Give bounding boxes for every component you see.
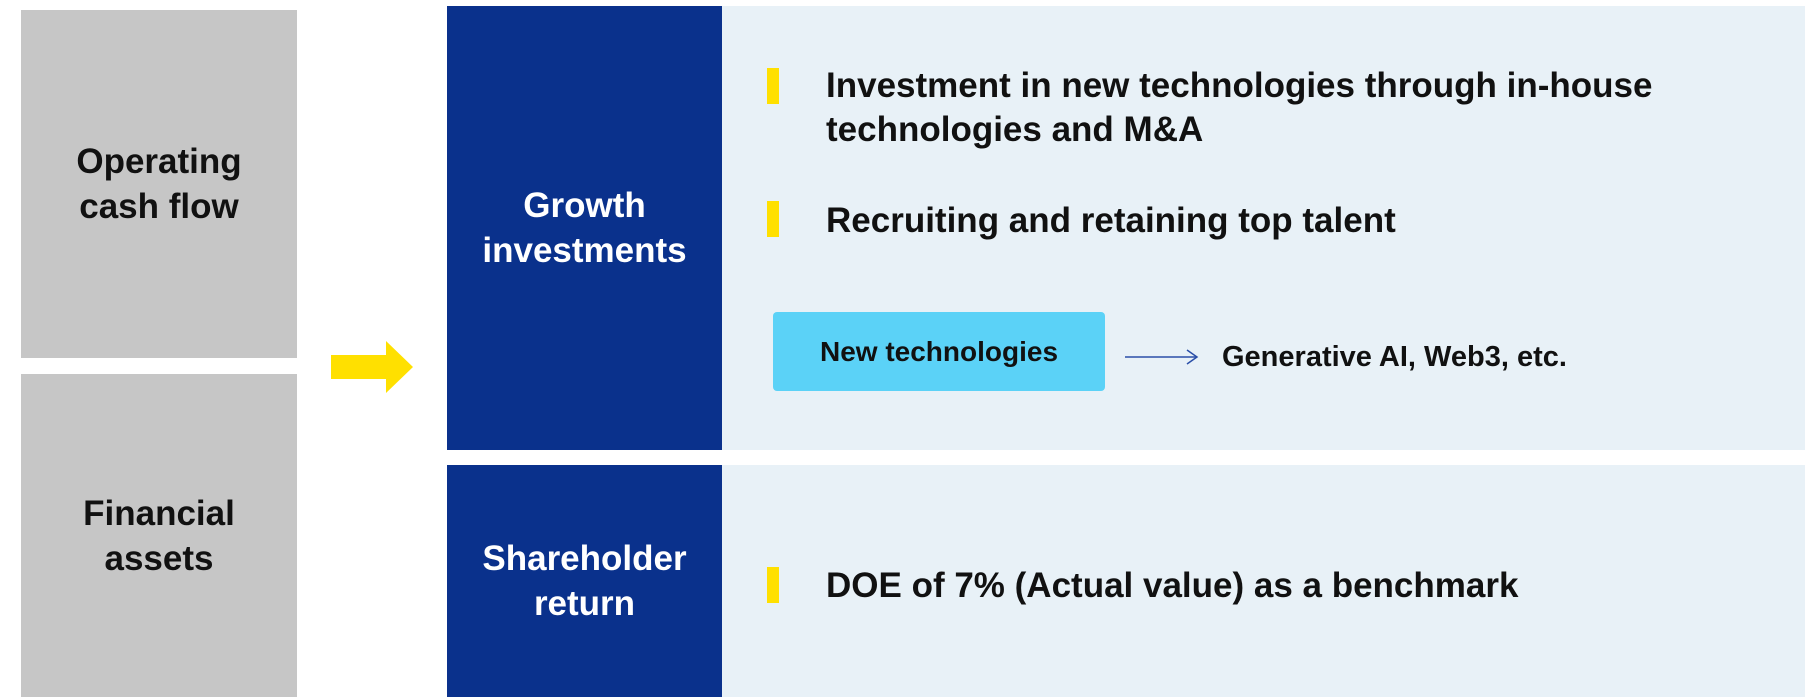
use-label-box: Growth investments [447,6,722,450]
bullet-marker [767,567,779,603]
use-label: Shareholder return [482,539,687,623]
use-label-box: Shareholder return [447,465,722,697]
flow-arrow [331,341,413,393]
bullet-text: Investment in new technologies through i… [826,66,1653,149]
source-box: Operating cash flow [21,10,297,358]
bullet-marker [767,68,779,104]
use-panel [722,465,1805,697]
tag-label: New technologies [819,335,1059,367]
tag-arrow [1125,349,1199,365]
tag-note: Generative AI, Web3, etc. [1222,341,1567,373]
bullet-marker [767,201,779,237]
source-label: Operating cash flow [76,142,242,226]
bullet-text: DOE of 7% (Actual value) as a benchmark [826,566,1519,605]
use-label: Growth investments [482,186,687,270]
source-label: Financial assets [83,493,235,578]
tag: New technologies [773,312,1105,391]
source-box: Financial assets [21,374,297,697]
bullet-text: Recruiting and retaining top talent [826,201,1396,240]
